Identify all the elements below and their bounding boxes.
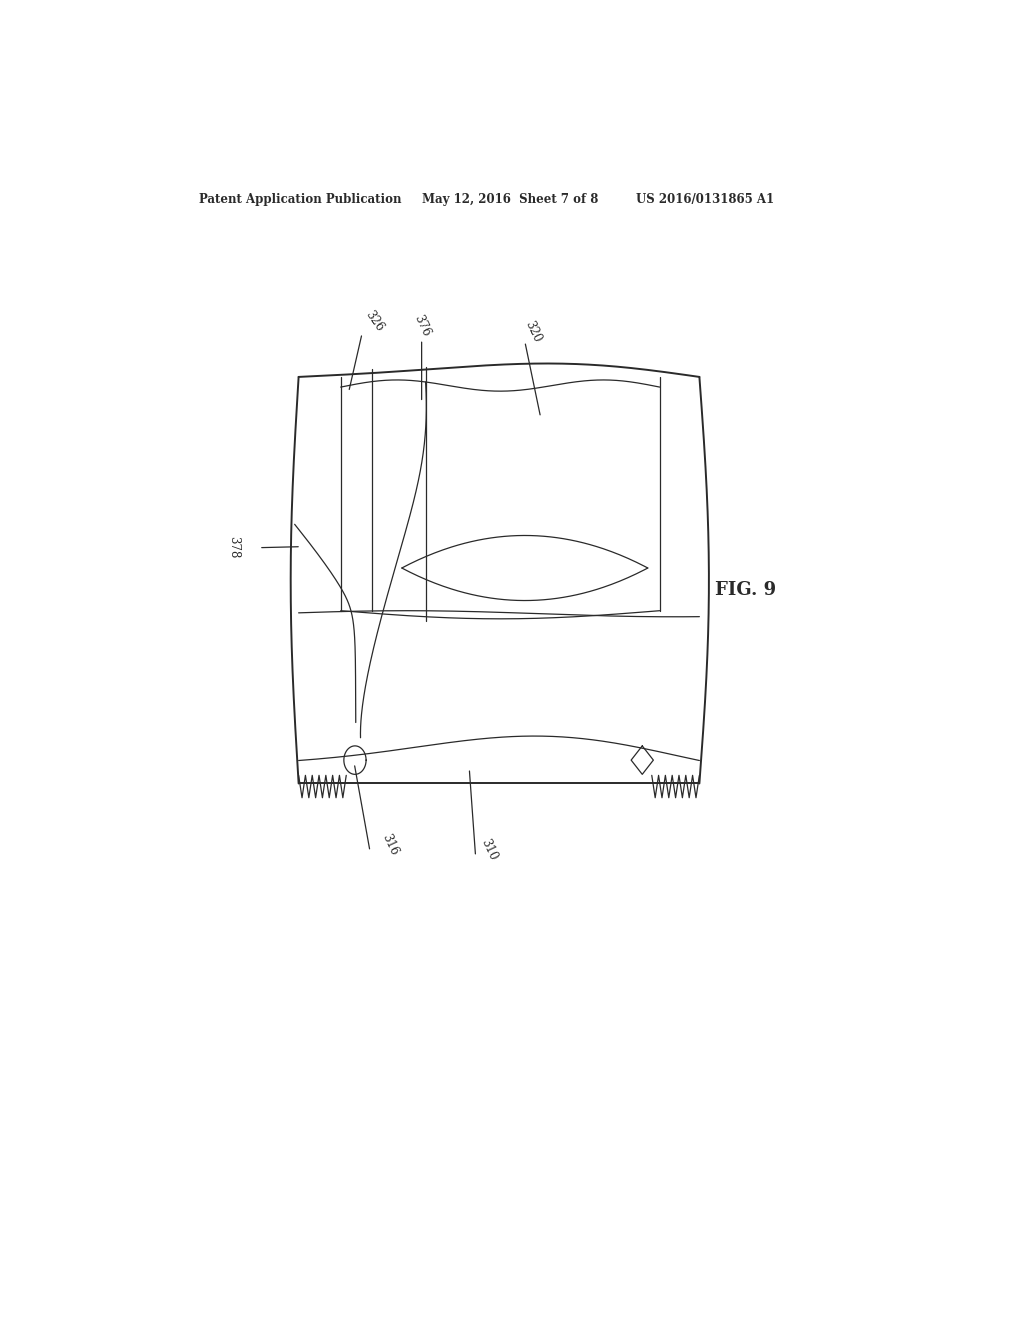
- Text: FIG. 9: FIG. 9: [715, 581, 776, 599]
- Text: 316: 316: [379, 832, 400, 858]
- Text: 378: 378: [227, 536, 240, 558]
- Text: US 2016/0131865 A1: US 2016/0131865 A1: [636, 193, 774, 206]
- Text: Patent Application Publication: Patent Application Publication: [200, 193, 402, 206]
- Text: 320: 320: [522, 318, 544, 345]
- Text: May 12, 2016  Sheet 7 of 8: May 12, 2016 Sheet 7 of 8: [422, 193, 598, 206]
- Text: 326: 326: [362, 308, 386, 334]
- Text: 310: 310: [478, 837, 500, 862]
- Text: 376: 376: [411, 313, 432, 339]
